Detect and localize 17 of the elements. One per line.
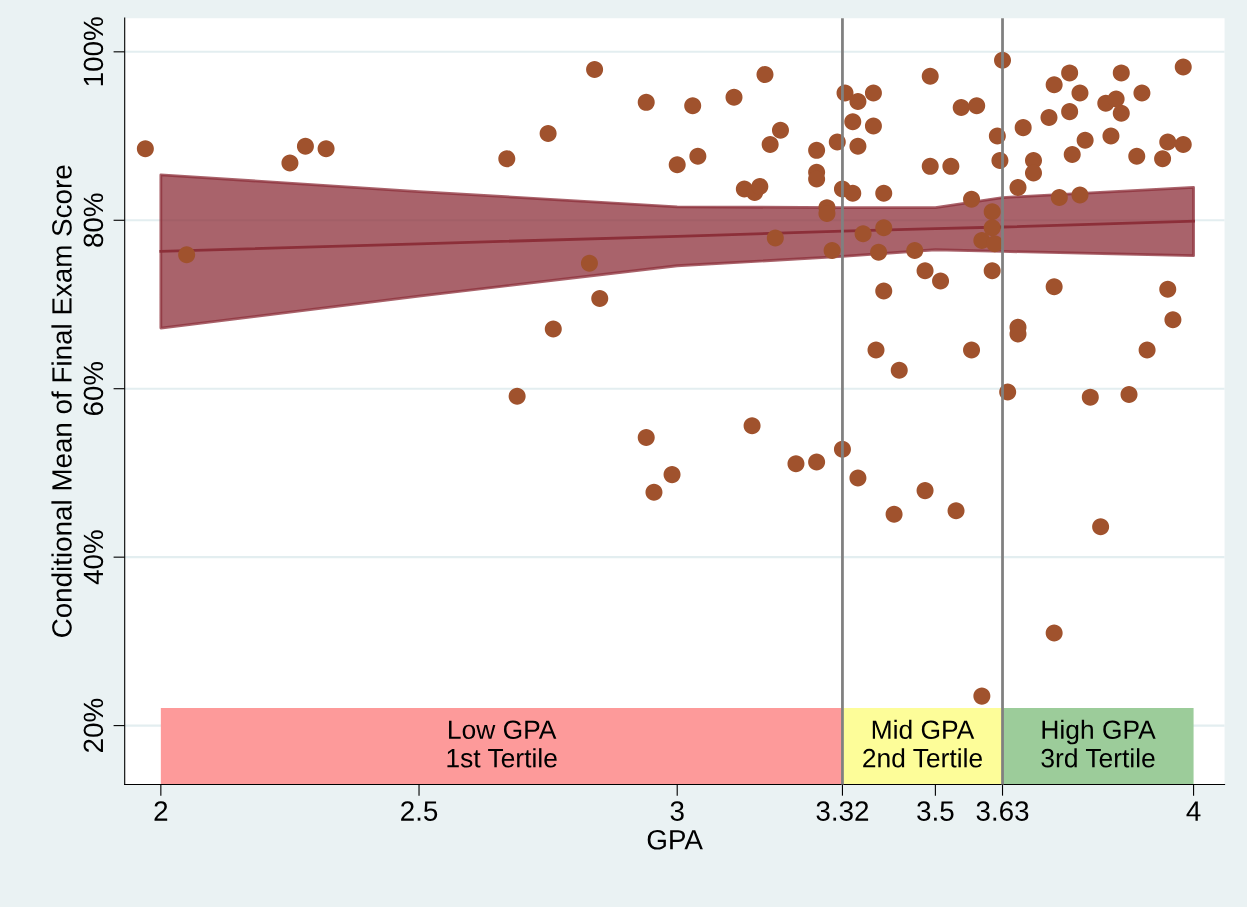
x-tick-label: 3.5 <box>917 801 954 821</box>
band-label: Low GPA 1st Tertile <box>447 720 557 768</box>
y-tick-label: 100% <box>83 17 104 86</box>
x-tick-label: 2 <box>154 801 168 821</box>
x-tick-label: 3.63 <box>976 801 1029 821</box>
y-tick-label: 20% <box>83 698 104 752</box>
band-label: High GPA 3rd Tertile <box>1041 719 1156 768</box>
band-label: Mid GPA 2nd Tertile <box>863 719 982 768</box>
y-tick-label: 60% <box>83 361 104 416</box>
x-tick-label: 4 <box>1186 801 1201 821</box>
x-tick-label: 2.5 <box>401 801 438 821</box>
y-tick-label: 80% <box>83 193 104 247</box>
y-axis-title: Conditional Mean of Final Exam Score <box>51 165 72 637</box>
x-tick-label: 3 <box>670 801 684 821</box>
x-axis-title: GPA <box>647 829 703 850</box>
x-tick-label: 3.32 <box>816 801 869 821</box>
y-tick-label: 40% <box>83 530 104 585</box>
